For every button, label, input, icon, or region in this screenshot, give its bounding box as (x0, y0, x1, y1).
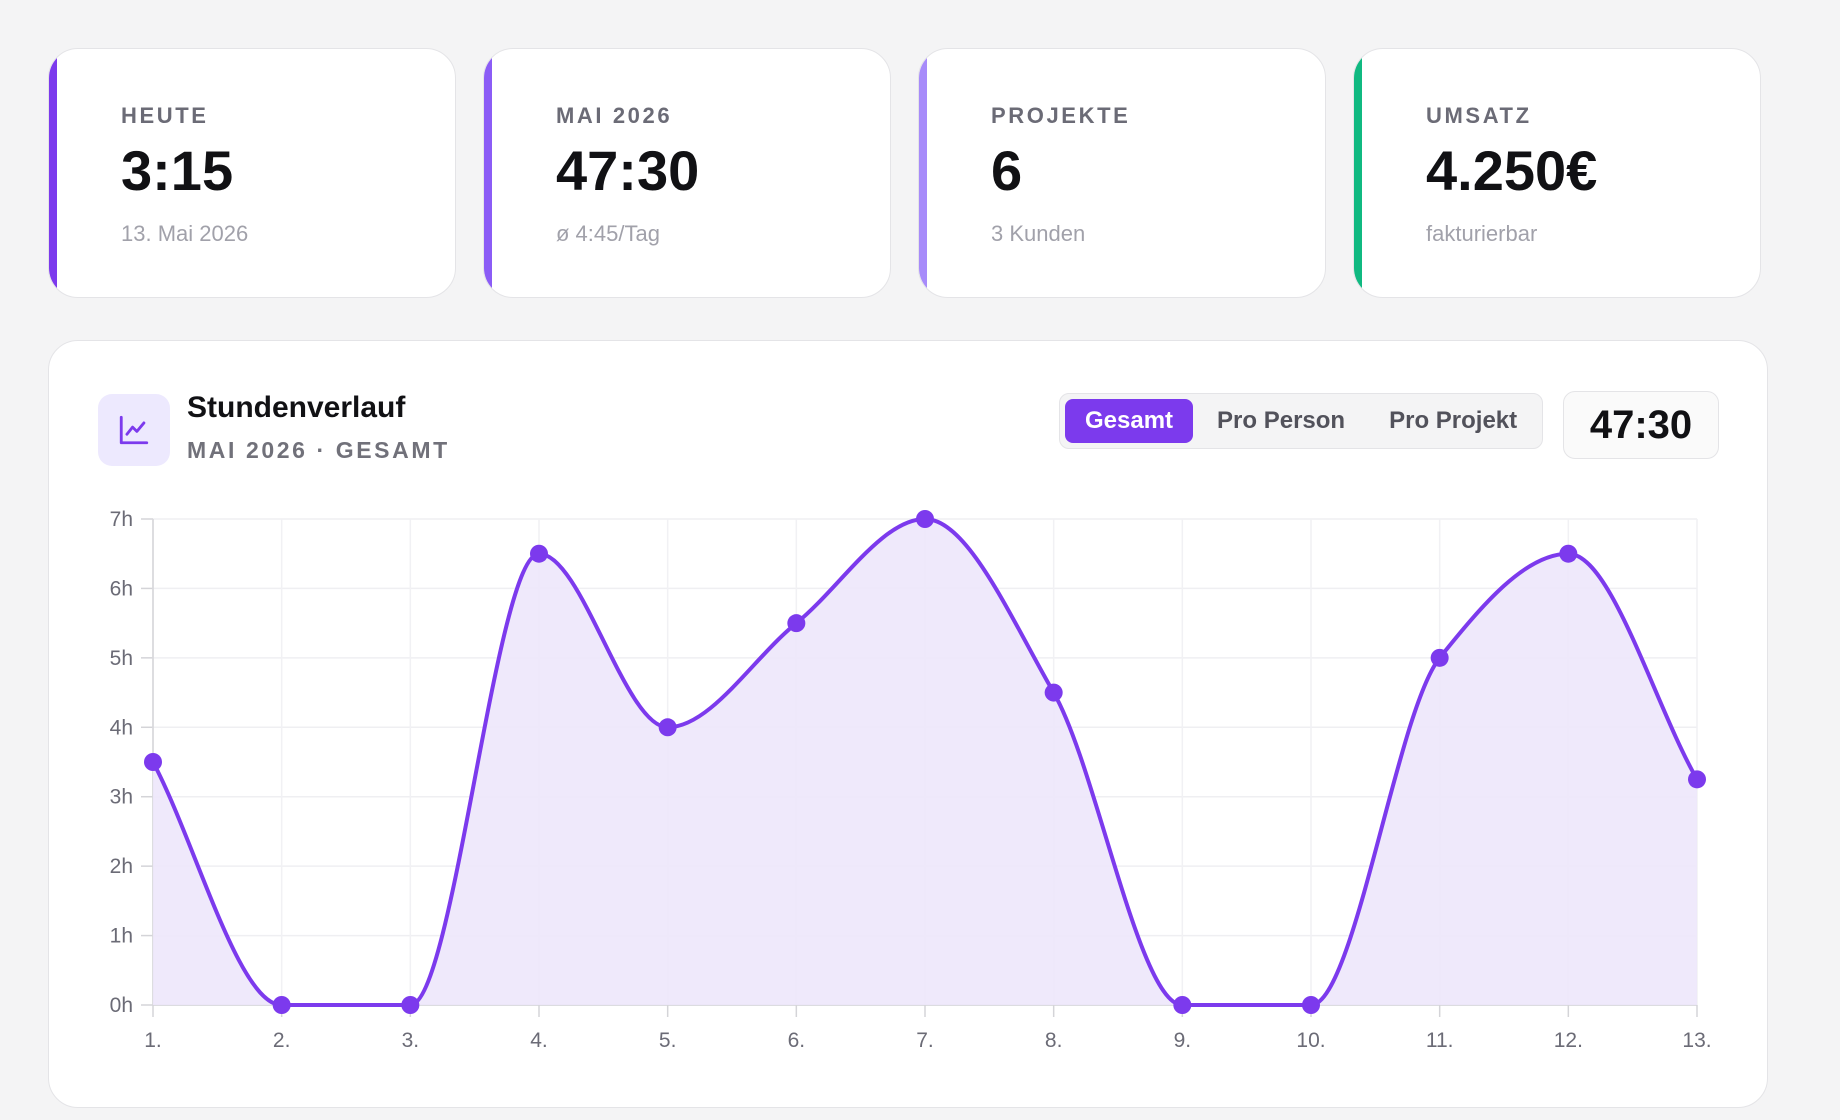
stat-accent-bar (484, 49, 492, 297)
hours-chart-panel: Stundenverlauf MAI 2026 · GESAMT Gesamt … (48, 340, 1768, 1108)
stat-value: 47:30 (556, 139, 700, 202)
x-tick-label: 12. (1554, 1029, 1583, 1052)
data-point (1688, 770, 1706, 789)
stat-value: 4.250€ (1426, 139, 1598, 202)
stat-subtext: fakturierbar (1426, 221, 1538, 246)
stat-label: HEUTE (121, 103, 209, 128)
x-tick-label: 13. (1682, 1029, 1711, 1052)
x-tick-label: 11. (1426, 1029, 1454, 1052)
panel-subtitle: MAI 2026 · GESAMT (187, 437, 450, 463)
data-point (916, 510, 934, 528)
y-tick-label: 0h (110, 994, 133, 1017)
stat-card-projects: PROJEKTE 6 3 Kunden (918, 48, 1326, 298)
x-tick-label: 10. (1296, 1029, 1325, 1052)
x-tick-label: 7. (916, 1029, 934, 1052)
stat-subtext: 13. Mai 2026 (121, 221, 249, 246)
line-chart-icon (98, 394, 170, 466)
stat-label: UMSATZ (1426, 103, 1532, 128)
data-point (272, 996, 291, 1014)
stats-row: HEUTE 3:15 13. Mai 2026 MAI 2026 47:30 ø… (48, 48, 1761, 298)
tab-gesamt[interactable]: Gesamt (1065, 399, 1194, 443)
stat-value: 3:15 (121, 139, 234, 202)
data-point (530, 544, 548, 563)
stat-accent-bar (919, 49, 927, 297)
x-tick-label: 8. (1045, 1029, 1063, 1052)
x-tick-label: 1. (144, 1029, 162, 1052)
y-tick-label: 6h (110, 577, 133, 600)
data-point (144, 753, 162, 771)
stat-label: MAI 2026 (556, 103, 673, 128)
hours-line-chart: 0h 1h 2h 3h 4h 5h 6h 7h 1. 2. 3. 4. 5. 6. 7. 8. 9. 10. 11.… (110, 508, 1712, 1052)
x-tick-label: 9. (1174, 1029, 1192, 1052)
data-point (787, 614, 806, 633)
x-tick-label: 3. (402, 1029, 420, 1052)
data-point (401, 996, 420, 1014)
stat-card-revenue: UMSATZ 4.250€ fakturierbar (1353, 48, 1761, 298)
x-tick-label: 4. (530, 1029, 548, 1052)
x-tick-label: 6. (788, 1029, 806, 1052)
y-tick-label: 3h (110, 786, 133, 809)
stat-subtext: ø 4:45/Tag (556, 221, 660, 246)
x-tick-label: 5. (659, 1029, 677, 1052)
y-tick-label: 4h (110, 716, 133, 739)
data-point (1044, 683, 1063, 702)
data-point (1173, 996, 1192, 1014)
stat-card-month: MAI 2026 47:30 ø 4:45/Tag (483, 48, 891, 298)
y-tick-label: 7h (110, 508, 133, 531)
y-tick-label: 5h (110, 647, 133, 670)
tab-pro-projekt[interactable]: Pro Projekt (1389, 407, 1518, 434)
stat-subtext: 3 Kunden (991, 221, 1086, 246)
data-point (658, 718, 677, 737)
view-toggle: Gesamt Pro Person Pro Projekt (1059, 393, 1543, 449)
y-tick-label: 1h (110, 925, 133, 948)
stat-accent-bar (1354, 49, 1362, 297)
data-point (1430, 648, 1449, 667)
panel-title: Stundenverlauf (187, 391, 406, 424)
x-tick-label: 2. (273, 1029, 291, 1052)
stat-card-today: HEUTE 3:15 13. Mai 2026 (48, 48, 456, 298)
stat-value: 6 (991, 139, 1023, 202)
tab-pro-person[interactable]: Pro Person (1217, 407, 1346, 434)
total-hours-badge: 47:30 (1563, 391, 1719, 459)
stat-label: PROJEKTE (991, 103, 1131, 128)
area-fill (153, 519, 1697, 1005)
stat-accent-bar (49, 49, 57, 297)
data-point (1302, 996, 1320, 1014)
y-tick-label: 2h (110, 855, 133, 878)
data-point (1559, 544, 1578, 563)
